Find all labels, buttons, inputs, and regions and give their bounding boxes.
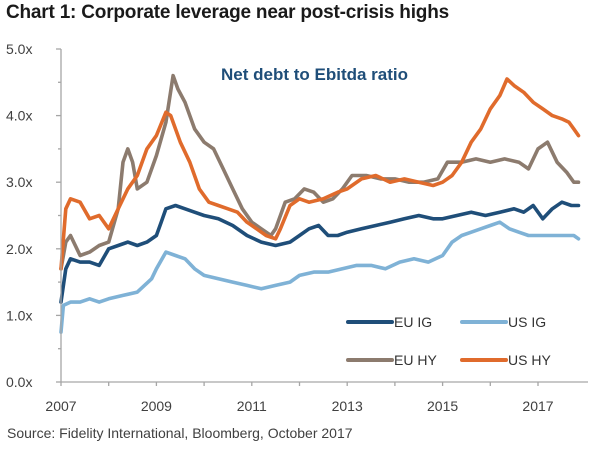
x-tick-label: 2011 bbox=[237, 398, 267, 414]
y-tick-label: 2.0x bbox=[6, 241, 32, 257]
plot-lines bbox=[59, 73, 581, 334]
y-tick-label: 4.0x bbox=[6, 108, 32, 124]
series-line-eu-hy bbox=[59, 73, 581, 271]
legend-item-eu-ig: EU IG bbox=[346, 314, 432, 330]
y-tick-label: 1.0x bbox=[6, 307, 32, 323]
series-line-us-ig bbox=[59, 220, 581, 334]
legend-label: US HY bbox=[508, 352, 551, 368]
x-tick-label: 2017 bbox=[522, 398, 553, 414]
legend-item-eu-hy: EU HY bbox=[346, 352, 437, 368]
source-note: Source: Fidelity International, Bloomber… bbox=[7, 425, 353, 441]
y-tick-label: 0.0x bbox=[6, 374, 32, 390]
x-tick-label: 2015 bbox=[427, 398, 458, 414]
y-tick-label: 5.0x bbox=[6, 41, 32, 57]
x-tick-label: 2007 bbox=[45, 398, 76, 414]
legend: EU IG US IG EU HY US HY bbox=[346, 314, 551, 368]
x-ticks: 2007 2009 2011 2013 2015 2017 bbox=[45, 382, 554, 414]
series-line-us-hy bbox=[59, 77, 581, 271]
series-line-eu-ig bbox=[59, 200, 581, 304]
chart-title: Chart 1: Corporate leverage near post-cr… bbox=[6, 2, 449, 23]
legend-label: EU IG bbox=[394, 314, 432, 330]
x-tick-label: 2009 bbox=[141, 398, 172, 414]
legend-item-us-ig: US IG bbox=[460, 314, 546, 330]
x-tick-label: 2013 bbox=[332, 398, 363, 414]
y-tick-label: 3.0x bbox=[6, 174, 32, 190]
legend-label: US IG bbox=[508, 314, 546, 330]
chart-subtitle: Net debt to Ebitda ratio bbox=[221, 65, 408, 84]
y-ticks: 0.0x 1.0x 2.0x 3.0x 4.0x 5.0x bbox=[6, 41, 61, 390]
legend-item-us-hy: US HY bbox=[460, 352, 551, 368]
legend-label: EU HY bbox=[394, 352, 437, 368]
